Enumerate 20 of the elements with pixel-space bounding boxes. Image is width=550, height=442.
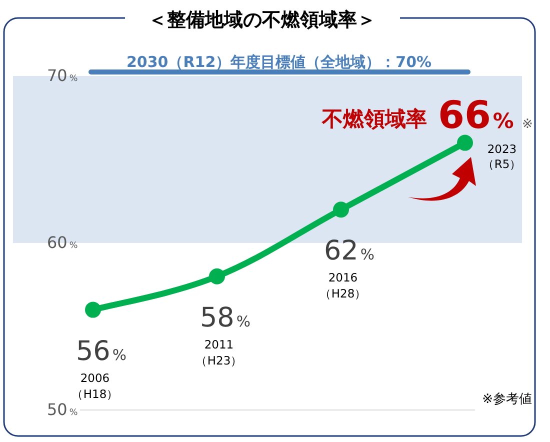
data-label: 58%: [200, 302, 250, 334]
y-tick-label: 50%: [47, 400, 78, 419]
x-tick-label: 2011 （H23）: [195, 337, 243, 368]
y-tick-label: 70%: [47, 66, 78, 85]
point: [209, 268, 225, 284]
point: [333, 202, 349, 218]
ref-line-label: 2030（R12）年度目標値（全地域）：70%: [126, 53, 432, 71]
point: [457, 134, 473, 151]
data-label: 62%: [324, 236, 374, 267]
x-tick-label: 2016 （H28）: [319, 270, 367, 301]
annotation: ※参考値: [482, 392, 532, 407]
x-tick-label: 2023 （R5）: [482, 142, 522, 171]
annotation: ※: [522, 117, 533, 132]
data-label: 56%: [76, 336, 126, 367]
data-label: 66%: [438, 92, 514, 137]
x-tick-label: 2006 （H18）: [71, 370, 119, 401]
point: [85, 302, 101, 318]
y-tick-label: 60%: [47, 233, 78, 252]
annotation: 不燃領域率: [321, 106, 427, 131]
chart-title: ＜整備地域の不燃領域率＞: [148, 9, 376, 31]
